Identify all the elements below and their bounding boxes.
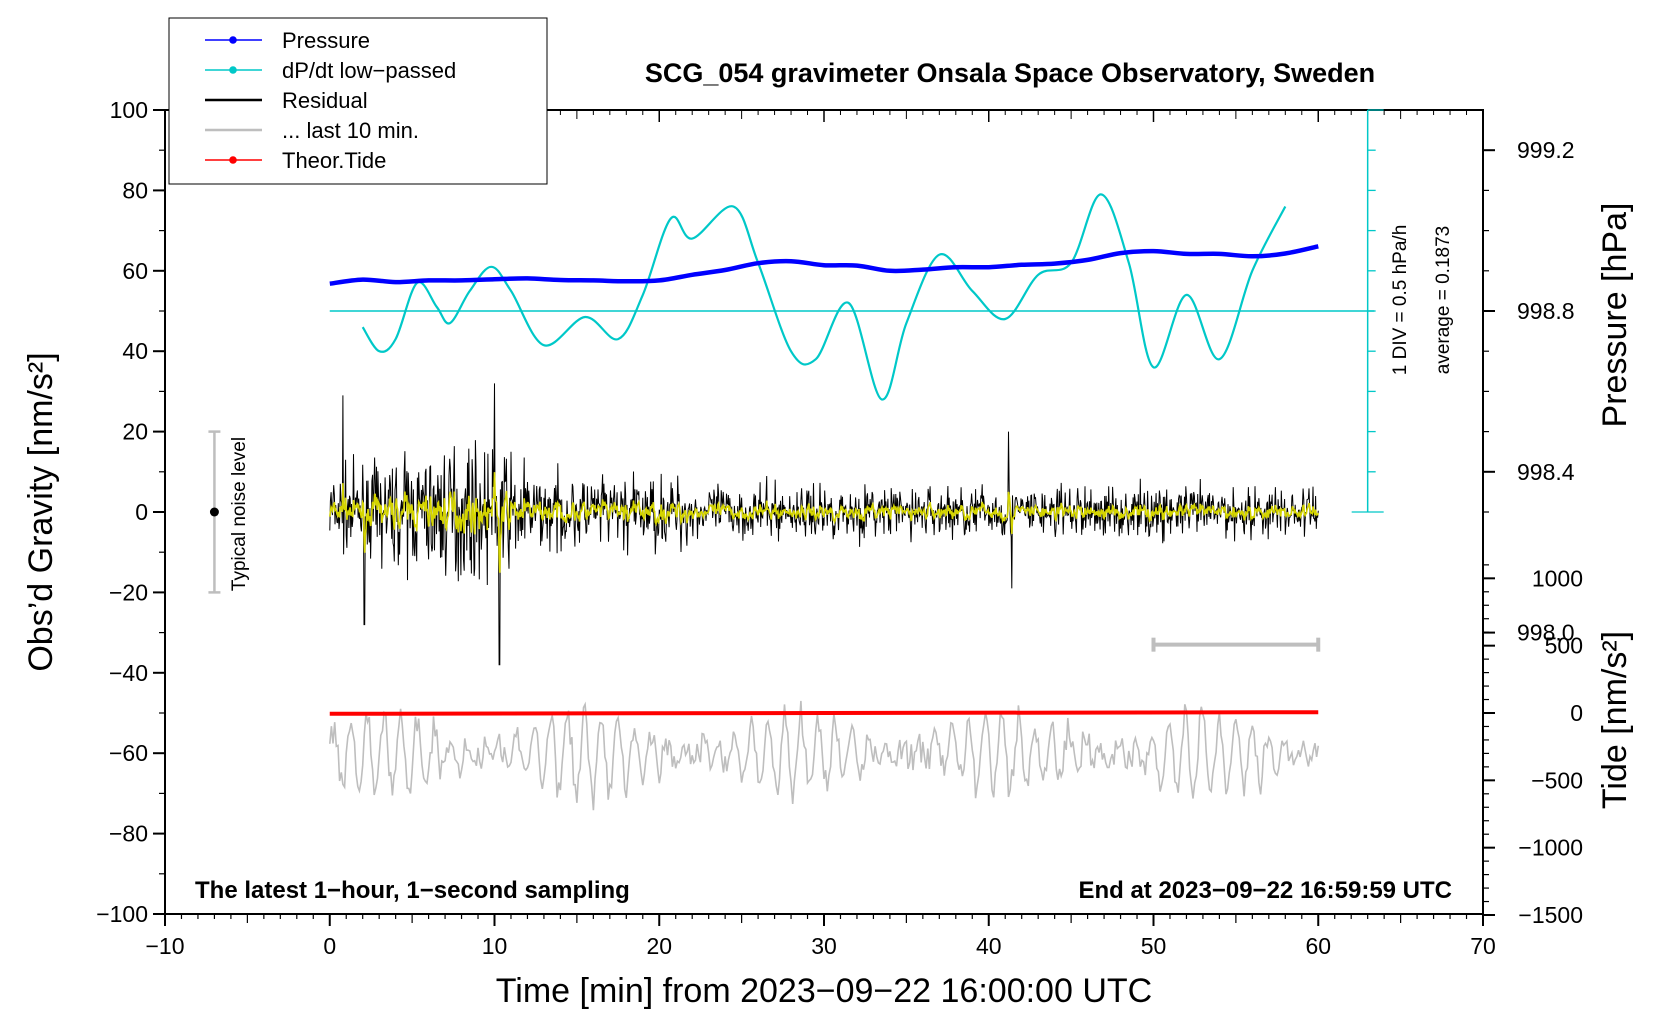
residual-line xyxy=(329,383,1319,666)
legend-marker xyxy=(229,36,237,44)
pressure-tick-label: 999.2 xyxy=(1517,137,1575,163)
x-tick-label: 50 xyxy=(1141,933,1167,959)
y-tick-label: 100 xyxy=(110,97,148,123)
y-axis-title-pressure: Pressure [hPa] xyxy=(1596,203,1634,428)
dpdt-line xyxy=(361,193,1287,401)
x-tick-label: 10 xyxy=(482,933,508,959)
legend-label: dP/dt low−passed xyxy=(282,58,456,83)
x-tick-label: 40 xyxy=(976,933,1002,959)
x-tick-label: 0 xyxy=(323,933,336,959)
x-tick-label: 70 xyxy=(1470,933,1496,959)
last-10-min-line xyxy=(329,700,1320,811)
tide-tick-label: −500 xyxy=(1531,767,1583,793)
y-axis-title-tide: Tide [nm/s²] xyxy=(1596,631,1634,809)
tide-tick-label: 1000 xyxy=(1532,565,1583,591)
tide-tick-label: −1000 xyxy=(1518,835,1583,861)
chart-title: SCG_054 gravimeter Onsala Space Observat… xyxy=(645,58,1375,88)
y-tick-label: −80 xyxy=(109,821,148,847)
y-tick-label: −20 xyxy=(109,579,148,605)
pressure-tick-labels: 998.0 998.4 998.8 999.2 999.6 xyxy=(1517,0,1575,646)
y-tick-label: 0 xyxy=(135,499,148,525)
y-tick-labels: −100 −80 −60 −40 −20 0 20 40 60 80 100 xyxy=(96,97,148,927)
noise-bar-center xyxy=(209,507,219,517)
y-tick-label: −40 xyxy=(109,660,148,686)
y-tick-label: 40 xyxy=(122,338,148,364)
data-layer xyxy=(208,109,1384,811)
legend-label: Pressure xyxy=(282,28,370,53)
y-tick-label: 60 xyxy=(122,258,148,284)
x-tick-labels: −10 0 10 20 30 40 50 60 70 xyxy=(145,933,1495,959)
pressure-tick-label: 998.8 xyxy=(1517,298,1575,324)
dpdt-average-label: average = 0.1873 xyxy=(1433,226,1454,374)
theoretical-tide-line xyxy=(329,710,1319,716)
tide-tick-label: 0 xyxy=(1570,700,1583,726)
y-tick-label: −100 xyxy=(96,901,148,927)
pressure-tick-label: 998.4 xyxy=(1517,459,1575,485)
x-tick-label: −10 xyxy=(145,933,184,959)
legend-label: Theor.Tide xyxy=(282,148,386,173)
legend-label: ... last 10 min. xyxy=(282,118,419,143)
y-tick-label: 80 xyxy=(122,177,148,203)
legend: Pressure dP/dt low−passed Residual ... last… xyxy=(168,17,548,185)
tide-tick-labels: −1500 −1000 −500 0 500 1000 xyxy=(1518,565,1583,928)
note-end-time: End at 2023−09−22 16:59:59 UTC xyxy=(1078,877,1452,904)
tide-tick-label: −1500 xyxy=(1518,902,1583,928)
dpdt-scale-label: 1 DIV = 0.5 hPa/h xyxy=(1390,225,1411,376)
x-tick-label: 20 xyxy=(646,933,672,959)
x-tick-label: 60 xyxy=(1305,933,1331,959)
noise-label: Typical noise level xyxy=(229,437,250,591)
y-tick-label: −60 xyxy=(109,740,148,766)
legend-marker xyxy=(229,156,237,164)
legend-label: Residual xyxy=(282,88,368,113)
note-sampling: The latest 1−hour, 1−second sampling xyxy=(195,877,630,904)
x-tick-label: 30 xyxy=(811,933,837,959)
pressure-tick-label: 999.6 xyxy=(1517,0,1575,2)
tide-tick-label: 500 xyxy=(1545,633,1583,659)
pressure-line xyxy=(329,244,1319,286)
legend-marker xyxy=(229,66,237,74)
x-axis-title: Time [min] from 2023−09−22 16:00:00 UTC xyxy=(496,972,1152,1010)
y-tick-label: 20 xyxy=(122,419,148,445)
pressure-tick-label: 998.0 xyxy=(1517,620,1575,646)
smoothed-residual-line xyxy=(329,472,1320,573)
y-axis-title-left: Obs’d Gravity [nm/s²] xyxy=(22,352,60,671)
